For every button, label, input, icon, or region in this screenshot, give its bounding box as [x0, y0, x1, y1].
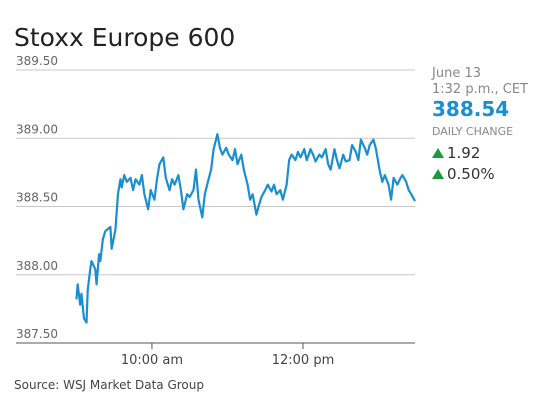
y-tick-label: 389.00	[16, 122, 58, 136]
quote-time: 1:32 p.m., CET	[432, 82, 528, 97]
source: Source: WSJ Market Data Group	[14, 378, 204, 392]
y-tick-label: 389.50	[16, 54, 58, 68]
y-tick-label: 388.50	[16, 191, 58, 205]
up-arrow	[432, 169, 444, 179]
quote-date: June 13	[431, 66, 481, 81]
change-heading: DAILY CHANGE	[432, 125, 513, 138]
quote-change: 1.92	[447, 144, 480, 162]
y-tick-label: 387.50	[16, 327, 58, 341]
x-tick-label: 10:00 am	[121, 353, 183, 368]
price-line	[75, 133, 416, 324]
quote-last: 388.54	[432, 97, 509, 121]
up-arrow	[432, 148, 444, 158]
y-tick-label: 388.00	[16, 259, 58, 273]
x-tick-label: 12:00 pm	[272, 353, 335, 368]
quote-change-percent: 0.50%	[447, 165, 495, 183]
chart-title: Stoxx Europe 600	[14, 23, 235, 52]
